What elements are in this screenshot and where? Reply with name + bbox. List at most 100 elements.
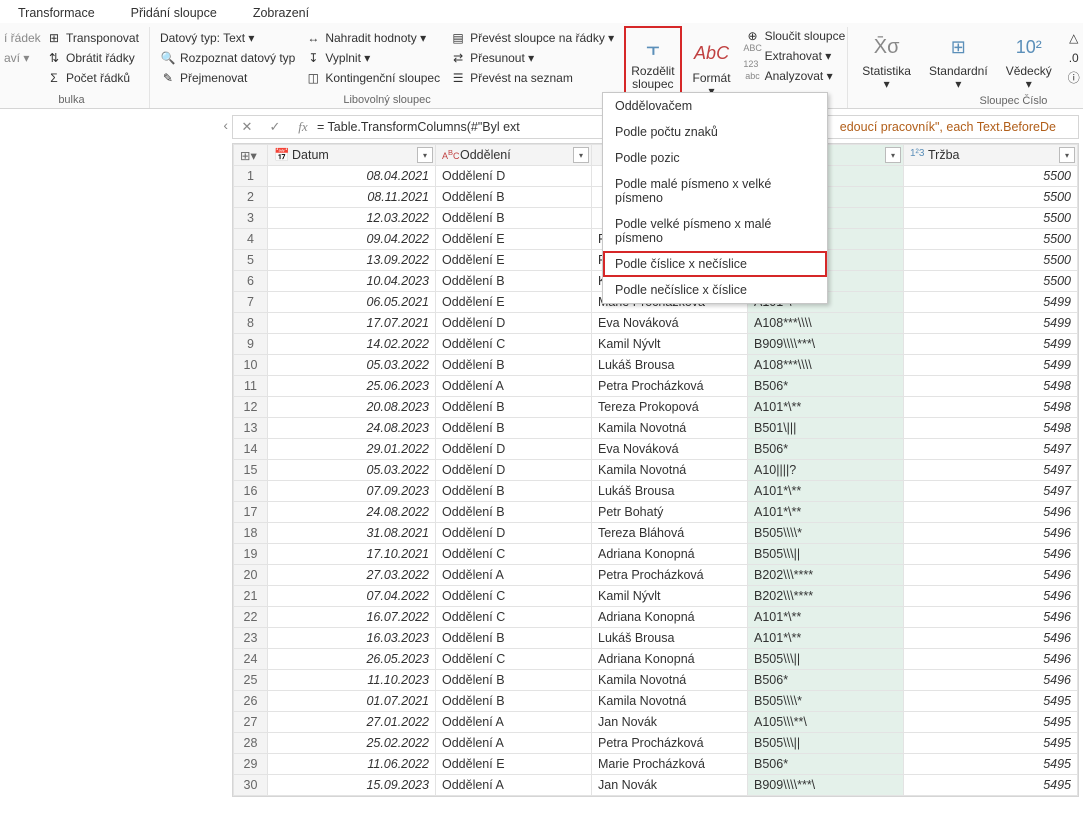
cell-trzba[interactable]: 5497 — [904, 439, 1078, 460]
cell-datum[interactable]: 08.11.2021 — [268, 187, 436, 208]
cell-oddeleni[interactable]: Oddělení B — [436, 187, 592, 208]
cell-code[interactable]: A101*\** — [748, 502, 904, 523]
dd-upper-lower[interactable]: Podle velké písmeno x malé písmeno — [603, 211, 827, 251]
cell-trzba[interactable]: 5495 — [904, 733, 1078, 754]
cell-datum[interactable]: 20.08.2023 — [268, 397, 436, 418]
cell-oddeleni[interactable]: Oddělení D — [436, 313, 592, 334]
col-header-datum[interactable]: 📅Datum▾ — [268, 145, 436, 166]
table-row[interactable]: 1505.03.2022Oddělení DKamila NovotnáA10|… — [234, 460, 1078, 481]
cell-trzba[interactable]: 5495 — [904, 712, 1078, 733]
cell-oddeleni[interactable]: Oddělení D — [436, 439, 592, 460]
cell-code[interactable]: B506* — [748, 439, 904, 460]
filter-odd[interactable]: ▾ — [573, 147, 589, 163]
cell-datum[interactable]: 26.05.2023 — [268, 649, 436, 670]
fb-accept[interactable]: ✓ — [261, 119, 289, 135]
tab-zobrazeni[interactable]: Zobrazení — [247, 3, 315, 23]
cell-code[interactable]: B909\\\\***\ — [748, 334, 904, 355]
cell-oddeleni[interactable]: Oddělení B — [436, 670, 592, 691]
table-row[interactable]: 2911.06.2022Oddělení EMarie ProcházkováB… — [234, 754, 1078, 775]
cell-datum[interactable]: 05.03.2022 — [268, 460, 436, 481]
filter-code[interactable]: ▾ — [885, 147, 901, 163]
cell-oddeleni[interactable]: Oddělení E — [436, 754, 592, 775]
cell-code[interactable]: B202\\\**** — [748, 565, 904, 586]
cell-oddeleni[interactable]: Oddělení B — [436, 397, 592, 418]
cell-code[interactable]: A101*\** — [748, 607, 904, 628]
cell-trzba[interactable]: 5497 — [904, 481, 1078, 502]
dd-digit-nondigit[interactable]: Podle číslice x nečíslice — [603, 251, 827, 277]
cell-vedouci[interactable]: Kamila Novotná — [592, 418, 748, 439]
cell-vedouci[interactable]: Adriana Konopná — [592, 544, 748, 565]
cell-code[interactable]: A108***\\\\ — [748, 313, 904, 334]
cell-oddeleni[interactable]: Oddělení B — [436, 418, 592, 439]
cell-datum[interactable]: 17.07.2021 — [268, 313, 436, 334]
cell-oddeleni[interactable]: Oddělení A — [436, 565, 592, 586]
cell-datum[interactable]: 11.06.2022 — [268, 754, 436, 775]
cell-code[interactable]: B505\\\|| — [748, 733, 904, 754]
cell-trzba[interactable]: 5499 — [904, 292, 1078, 313]
cell-code[interactable]: A10||||? — [748, 460, 904, 481]
cell-datum[interactable]: 14.02.2022 — [268, 334, 436, 355]
cell-datum[interactable]: 25.02.2022 — [268, 733, 436, 754]
table-row[interactable]: 2511.10.2023Oddělení BKamila NovotnáB506… — [234, 670, 1078, 691]
cell-trzba[interactable]: 5496 — [904, 670, 1078, 691]
cell-datum[interactable]: 01.07.2021 — [268, 691, 436, 712]
first-row-header-part[interactable]: í řádek — [2, 29, 38, 47]
info-button[interactable]: ⓘInformace ▾ — [1064, 69, 1083, 87]
cell-vedouci[interactable]: Adriana Konopná — [592, 649, 748, 670]
cell-oddeleni[interactable]: Oddělení B — [436, 208, 592, 229]
cell-vedouci[interactable]: Petra Procházková — [592, 733, 748, 754]
cell-vedouci[interactable]: Tereza Bláhová — [592, 523, 748, 544]
dd-by-positions[interactable]: Podle pozic — [603, 145, 827, 171]
cell-trzba[interactable]: 5500 — [904, 271, 1078, 292]
cell-trzba[interactable]: 5498 — [904, 418, 1078, 439]
table-row[interactable]: 2426.05.2023Oddělení CAdriana KonopnáB50… — [234, 649, 1078, 670]
cell-vedouci[interactable]: Kamil Nývlt — [592, 586, 748, 607]
table-row[interactable]: 1324.08.2023Oddělení BKamila NovotnáB501… — [234, 418, 1078, 439]
cell-vedouci[interactable]: Petra Procházková — [592, 376, 748, 397]
cell-vedouci[interactable]: Eva Nováková — [592, 439, 748, 460]
cell-oddeleni[interactable]: Oddělení C — [436, 586, 592, 607]
to-list-button[interactable]: ☰Převést na seznam — [448, 69, 616, 87]
cell-vedouci[interactable]: Petr Bohatý — [592, 502, 748, 523]
cell-vedouci[interactable]: Petra Procházková — [592, 565, 748, 586]
col-header-trzba[interactable]: 1²3Tržba▾ — [904, 145, 1078, 166]
standard-button[interactable]: ⊞ Standardní ▾ — [923, 29, 994, 93]
cell-code[interactable]: A101*\** — [748, 628, 904, 649]
table-row[interactable]: 817.07.2021Oddělení DEva NovákováA108***… — [234, 313, 1078, 334]
table-row[interactable]: 2316.03.2023Oddělení BLukáš BrousaA101*\… — [234, 628, 1078, 649]
cell-oddeleni[interactable]: Oddělení B — [436, 502, 592, 523]
cell-datum[interactable]: 06.05.2021 — [268, 292, 436, 313]
cell-trzba[interactable]: 5495 — [904, 775, 1078, 796]
cell-trzba[interactable]: 5496 — [904, 649, 1078, 670]
cell-oddeleni[interactable]: Oddělení C — [436, 649, 592, 670]
cell-vedouci[interactable]: Lukáš Brousa — [592, 355, 748, 376]
table-row[interactable]: 2727.01.2022Oddělení AJan NovákA105\\\**… — [234, 712, 1078, 733]
cell-datum[interactable]: 12.03.2022 — [268, 208, 436, 229]
pivot-button[interactable]: ◫Kontingenční sloupec — [303, 69, 442, 87]
cell-datum[interactable]: 11.10.2023 — [268, 670, 436, 691]
cell-datum[interactable]: 10.04.2023 — [268, 271, 436, 292]
extract-button[interactable]: ABC123Extrahovat ▾ — [743, 47, 848, 65]
replace-values-button[interactable]: ↔Nahradit hodnoty ▾ — [303, 29, 442, 47]
parse-button[interactable]: abcAnalyzovat ▾ — [743, 67, 848, 85]
collapse-icon[interactable]: ‹ — [223, 117, 228, 133]
cell-vedouci[interactable]: Lukáš Brousa — [592, 481, 748, 502]
table-row[interactable]: 1125.06.2023Oddělení APetra ProcházkováB… — [234, 376, 1078, 397]
table-row[interactable]: 1831.08.2021Oddělení DTereza BláhováB505… — [234, 523, 1078, 544]
datatype-button[interactable]: Datový typ: Text ▾ — [158, 29, 297, 47]
cell-oddeleni[interactable]: Oddělení B — [436, 628, 592, 649]
cell-code[interactable]: B505\\\|| — [748, 649, 904, 670]
cell-datum[interactable]: 13.09.2022 — [268, 250, 436, 271]
cell-code[interactable]: B505\\\\* — [748, 523, 904, 544]
col-header-oddeleni[interactable]: ABCOddělení▾ — [436, 145, 592, 166]
cell-code[interactable]: A101*\** — [748, 397, 904, 418]
cell-trzba[interactable]: 5500 — [904, 166, 1078, 187]
table-row[interactable]: 2027.03.2022Oddělení APetra ProcházkováB… — [234, 565, 1078, 586]
cell-datum[interactable]: 07.09.2023 — [268, 481, 436, 502]
filter-datum[interactable]: ▾ — [417, 147, 433, 163]
cell-vedouci[interactable]: Marie Procházková — [592, 754, 748, 775]
cell-code[interactable]: B506* — [748, 670, 904, 691]
first-row-header-part2[interactable]: aví ▾ — [2, 49, 38, 67]
cell-datum[interactable]: 08.04.2021 — [268, 166, 436, 187]
move-button[interactable]: ⇄Přesunout ▾ — [448, 49, 616, 67]
